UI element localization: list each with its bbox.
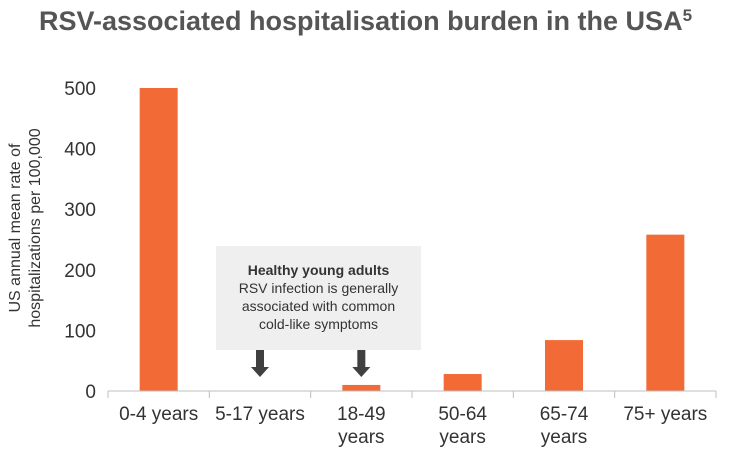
y-tick-label: 500 [64,79,96,100]
down-arrow-icon [352,350,371,377]
x-tick-label: 5-17 years [215,404,305,425]
callout-title: Healthy young adults [247,262,390,278]
y-tick-label: 0 [85,382,96,403]
bars [139,88,685,391]
x-tick-label: 75+ years [623,404,707,425]
x-tick-label: 50-64 years [438,404,487,448]
y-axis-label-line: US annual mean rate of [7,143,24,313]
bar [342,384,381,391]
bar [443,374,482,391]
y-tick-label: 400 [64,140,96,161]
x-axis [107,390,717,398]
chart-title: RSV-associated hospitalisation burden in… [0,6,731,37]
x-tick-label: 0-4 years [119,404,198,425]
x-tick-label: 65-74 years [540,404,589,448]
callout-body: RSV infection is generally associated wi… [238,280,399,332]
down-arrow-icon [251,350,269,377]
y-tick-label: 200 [64,261,96,282]
y-axis-label: US annual mean rate of hospitalizations p… [7,128,44,327]
y-axis-ticks: 0 100 200 300 400 500 [64,79,96,403]
chart-title-text: RSV-associated hospitalisation burden in… [38,6,683,36]
callout-arrows [251,350,371,377]
x-axis-ticks: 0-4 years 5-17 years 18-49 years 50-64 years 6… [119,404,707,448]
x-tick-label: 18-49 years [337,404,386,448]
y-axis-label-line: hospitalizations per 100,000 [27,128,44,327]
bar [545,340,583,391]
y-tick-label: 300 [64,200,96,221]
y-tick-label: 100 [64,321,96,342]
bar [139,88,178,391]
bar [646,234,685,391]
callout-box: Healthy young adults RSV infection is ge… [216,246,421,350]
chart-title-superscript: 5 [682,6,693,25]
